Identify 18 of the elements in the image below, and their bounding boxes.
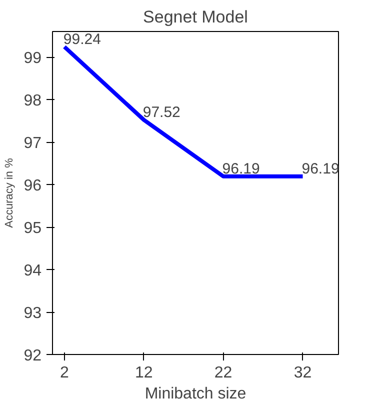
y-axis-title: Accuracy in %: [4, 158, 16, 228]
x-tick-label: 2: [60, 364, 69, 382]
y-tick-label: 92: [24, 348, 42, 364]
data-label: 99.24: [63, 30, 101, 48]
data-label: 96.19: [222, 160, 260, 178]
x-tick-label: 32: [294, 364, 312, 382]
y-tick-label: 94: [24, 262, 42, 280]
chart-title: Segnet Model: [143, 8, 248, 26]
y-tick-label: 93: [24, 305, 42, 322]
data-label: 97.52: [142, 104, 180, 121]
y-tick-label: 96: [24, 178, 42, 194]
y-tick-label: 99: [24, 50, 42, 67]
x-axis-title: Minibatch size: [144, 386, 246, 402]
y-tick-label: 97: [24, 135, 42, 152]
y-tick-label: 98: [24, 92, 42, 110]
x-tick-label: 12: [134, 364, 153, 382]
x-tick-label: 22: [214, 364, 232, 382]
y-tick-label: 95: [24, 220, 42, 237]
